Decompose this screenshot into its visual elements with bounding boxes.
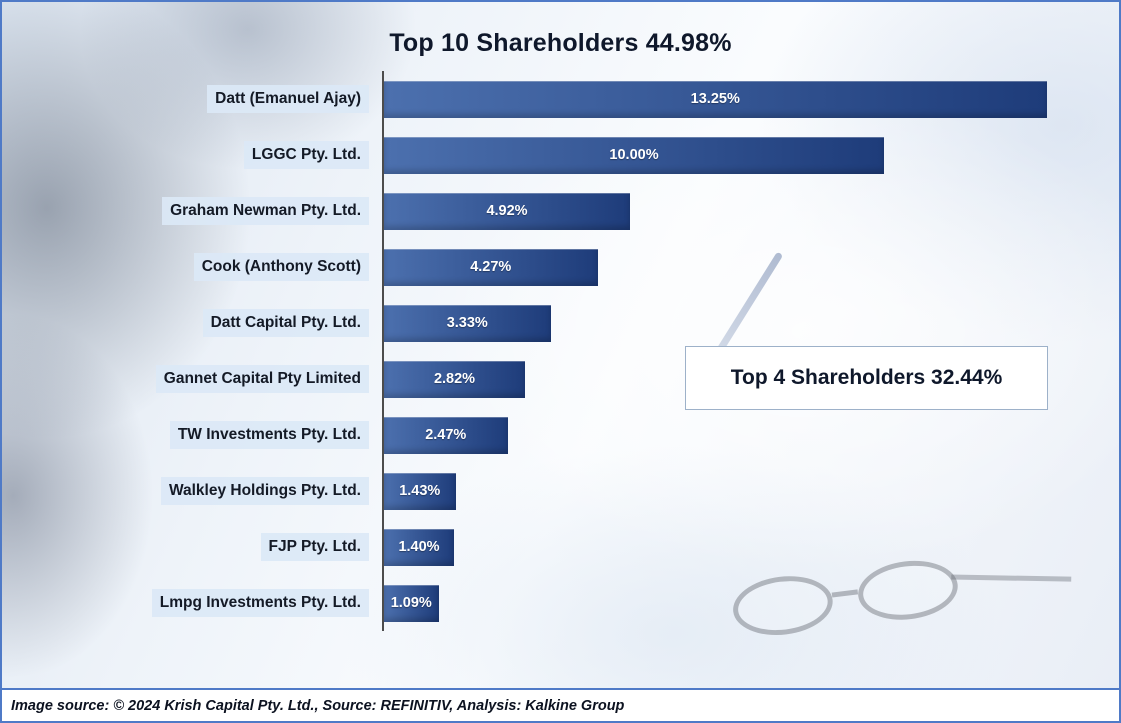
chart-canvas: Top 10 Shareholders 44.98% Datt (Emanuel… [2,2,1119,688]
bar-value-label: 10.00% [609,147,659,163]
category-label: Lmpg Investments Pty. Ltd. [151,589,369,617]
bar: 1.43% [384,472,456,510]
category-label-cell: Lmpg Investments Pty. Ltd. [2,589,382,617]
category-label-cell: TW Investments Pty. Ltd. [2,421,382,449]
category-label: Gannet Capital Pty Limited [155,365,369,393]
chart-row: FJP Pty. Ltd. 1.40% [2,519,1119,575]
chart-row: Graham Newman Pty. Ltd. 4.92% [2,183,1119,239]
bar-track: 3.33% [382,295,1119,351]
bar-chart: Datt (Emanuel Ajay) 13.25% LGGC Pty. Ltd. 1… [2,71,1119,631]
bar: 4.27% [384,248,598,286]
chart-row: Cook (Anthony Scott) 4.27% [2,239,1119,295]
category-label: TW Investments Pty. Ltd. [169,421,369,449]
chart-row: Lmpg Investments Pty. Ltd. 1.09% [2,575,1119,631]
bar: 10.00% [384,136,884,174]
category-label-cell: FJP Pty. Ltd. [2,533,382,561]
bar-track: 1.40% [382,519,1119,575]
bar: 4.92% [384,192,630,230]
category-label: Graham Newman Pty. Ltd. [162,197,369,225]
category-label-cell: Cook (Anthony Scott) [2,253,382,281]
category-label-cell: Gannet Capital Pty Limited [2,365,382,393]
bar-track: 2.47% [382,407,1119,463]
bar-track: 10.00% [382,127,1119,183]
source-footer: Image source: © 2024 Krish Capital Pty. … [2,688,1119,721]
bar-value-label: 3.33% [446,315,488,331]
category-label: Datt Capital Pty. Ltd. [202,309,369,337]
category-label: Datt (Emanuel Ajay) [207,85,369,113]
category-label: FJP Pty. Ltd. [260,533,369,561]
chart-row: Datt (Emanuel Ajay) 13.25% [2,71,1119,127]
category-label-cell: LGGC Pty. Ltd. [2,141,382,169]
chart-row: Gannet Capital Pty Limited 2.82% [2,351,1119,407]
category-label: Cook (Anthony Scott) [193,253,369,281]
bar-track: 2.82% [382,351,1119,407]
chart-row: Datt Capital Pty. Ltd. 3.33% [2,295,1119,351]
bar-track: 4.92% [382,183,1119,239]
bar: 13.25% [384,80,1047,118]
bar: 3.33% [384,304,551,342]
category-label-cell: Walkley Holdings Pty. Ltd. [2,477,382,505]
bar-value-label: 13.25% [690,91,740,107]
chart-rows: Datt (Emanuel Ajay) 13.25% LGGC Pty. Ltd. 1… [2,71,1119,631]
chart-row: TW Investments Pty. Ltd. 2.47% [2,407,1119,463]
top4-annotation-box: Top 4 Shareholders 32.44% [685,346,1048,410]
bar: 1.09% [384,584,439,622]
bar: 1.40% [384,528,454,566]
category-label: Walkley Holdings Pty. Ltd. [160,477,369,505]
source-footer-text: Image source: © 2024 Krish Capital Pty. … [11,697,625,714]
category-label-cell: Datt Capital Pty. Ltd. [2,309,382,337]
bar-value-label: 2.82% [433,371,476,387]
bar-track: 13.25% [382,71,1119,127]
category-label-cell: Datt (Emanuel Ajay) [2,85,382,113]
bar-value-label: 1.43% [399,483,441,499]
chart-row: LGGC Pty. Ltd. 10.00% [2,127,1119,183]
bar-track: 1.09% [382,575,1119,631]
bar: 2.47% [384,416,508,454]
bar-value-label: 4.92% [486,203,528,219]
chart-title: Top 10 Shareholders 44.98% [389,29,732,57]
bar: 2.82% [384,360,525,398]
category-label-cell: Graham Newman Pty. Ltd. [2,197,382,225]
bar-track: 1.43% [382,463,1119,519]
bar-value-label: 2.47% [425,427,467,443]
bar-track: 4.27% [382,239,1119,295]
category-label: LGGC Pty. Ltd. [243,141,369,169]
bar-value-label: 1.40% [398,539,440,555]
chart-row: Walkley Holdings Pty. Ltd. 1.43% [2,463,1119,519]
bar-value-label: 1.09% [390,595,432,611]
bar-value-label: 4.27% [470,259,512,275]
